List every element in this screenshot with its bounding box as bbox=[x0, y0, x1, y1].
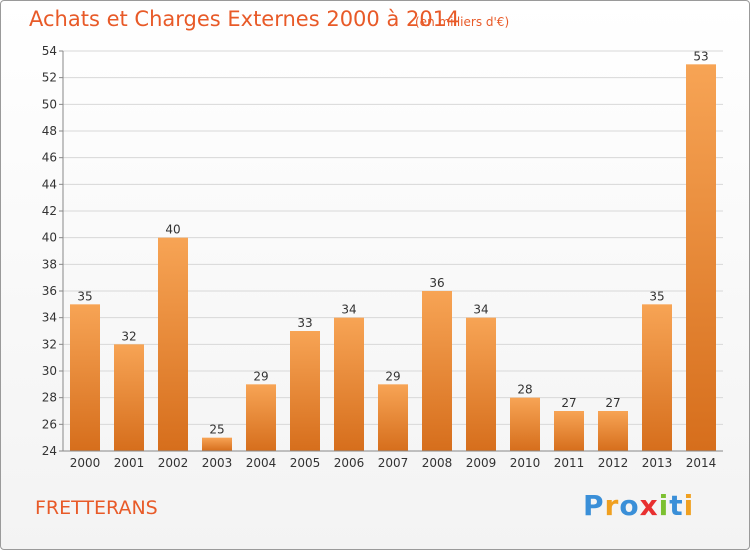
y-tick-label: 28 bbox=[42, 391, 57, 405]
y-tick-label: 34 bbox=[42, 311, 57, 325]
x-tick-label-2000: 2000 bbox=[70, 456, 101, 470]
y-tick-label: 38 bbox=[42, 257, 57, 271]
data-label-2008: 36 bbox=[429, 276, 444, 290]
bar-2003 bbox=[202, 437, 232, 451]
axes bbox=[59, 50, 723, 452]
chart-title: Achats et Charges Externes 2000 à 2014 bbox=[29, 7, 460, 31]
data-label-2013: 35 bbox=[649, 289, 664, 303]
data-label-2004: 29 bbox=[253, 369, 268, 383]
x-tick-label-2007: 2007 bbox=[378, 456, 409, 470]
y-tick-label: 36 bbox=[42, 284, 57, 298]
x-tick-label-2008: 2008 bbox=[422, 456, 453, 470]
proxiti-logo: Proxiti bbox=[583, 489, 695, 522]
bars bbox=[70, 64, 716, 452]
bar-2002 bbox=[158, 237, 188, 451]
y-tick-label: 30 bbox=[42, 364, 57, 378]
data-label-2009: 34 bbox=[473, 303, 488, 317]
x-tick-label-2009: 2009 bbox=[466, 456, 497, 470]
x-tick-label-2014: 2014 bbox=[686, 456, 717, 470]
y-tick-label: 52 bbox=[42, 71, 57, 85]
data-label-2003: 25 bbox=[209, 423, 224, 437]
data-label-2000: 35 bbox=[77, 289, 92, 303]
data-label-2014: 53 bbox=[693, 49, 708, 63]
data-label-2005: 33 bbox=[297, 316, 312, 330]
y-tick-label: 26 bbox=[42, 417, 57, 431]
labels: 24 26 28 30 32 34 36 38 40 42 44 46 48 50 52 54 35 2000 32… bbox=[42, 44, 717, 470]
y-tick-label: 32 bbox=[42, 337, 57, 351]
bar-2007 bbox=[378, 384, 408, 451]
bar-2014 bbox=[686, 64, 716, 452]
y-tick-label: 44 bbox=[42, 177, 57, 191]
x-tick-label-2001: 2001 bbox=[114, 456, 145, 470]
bar-2006 bbox=[334, 317, 364, 451]
bar-2000 bbox=[70, 304, 100, 451]
bar-2008 bbox=[422, 291, 452, 451]
bar-2005 bbox=[290, 331, 320, 451]
bar-2010 bbox=[510, 397, 540, 451]
x-tick-label-2012: 2012 bbox=[598, 456, 629, 470]
y-tick-label: 48 bbox=[42, 124, 57, 138]
y-tick-label: 40 bbox=[42, 231, 57, 245]
x-tick-label-2005: 2005 bbox=[290, 456, 321, 470]
y-tick-label: 24 bbox=[42, 444, 57, 458]
x-tick-label-2013: 2013 bbox=[642, 456, 673, 470]
data-label-2001: 32 bbox=[121, 329, 136, 343]
y-tick-label: 50 bbox=[42, 97, 57, 111]
x-tick-label-2003: 2003 bbox=[202, 456, 233, 470]
x-tick-label-2006: 2006 bbox=[334, 456, 365, 470]
y-tick-label: 54 bbox=[42, 44, 57, 58]
x-tick-label-2004: 2004 bbox=[246, 456, 277, 470]
bar-2009 bbox=[466, 317, 496, 451]
x-tick-label-2011: 2011 bbox=[554, 456, 585, 470]
data-label-2007: 29 bbox=[385, 369, 400, 383]
bar-2012 bbox=[598, 411, 628, 451]
bar-2011 bbox=[554, 411, 584, 451]
bar-2004 bbox=[246, 384, 276, 451]
y-tick-label: 46 bbox=[42, 151, 57, 165]
data-label-2011: 27 bbox=[561, 396, 576, 410]
data-label-2002: 40 bbox=[165, 223, 180, 237]
bar-2001 bbox=[114, 344, 144, 451]
bar-2013 bbox=[642, 304, 672, 451]
data-label-2006: 34 bbox=[341, 303, 356, 317]
data-label-2010: 28 bbox=[517, 383, 532, 397]
commune-name: FRETTERANS bbox=[35, 497, 158, 519]
x-tick-label-2002: 2002 bbox=[158, 456, 189, 470]
x-tick-label-2010: 2010 bbox=[510, 456, 541, 470]
chart-subtitle: (en milliers d'€) bbox=[415, 15, 510, 29]
y-tick-label: 42 bbox=[42, 204, 57, 218]
data-label-2012: 27 bbox=[605, 396, 620, 410]
